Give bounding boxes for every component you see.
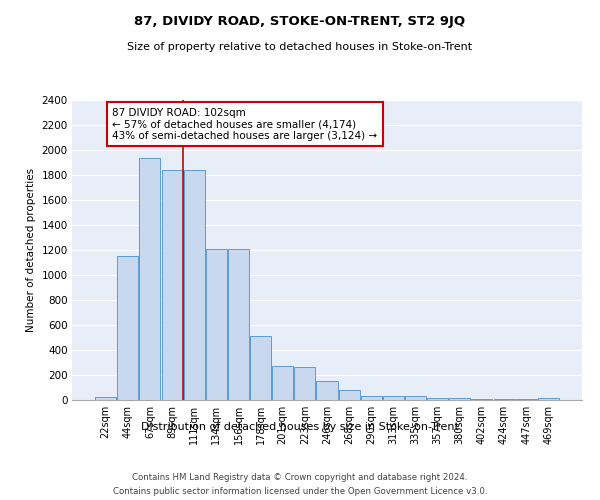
Bar (184, 170, 205, 400)
Bar (118, 256, 139, 400)
Bar (361, 396, 382, 400)
Y-axis label: Number of detached properties: Number of detached properties (26, 168, 36, 332)
Bar (161, 170, 182, 400)
Bar (427, 398, 448, 400)
Bar (405, 396, 426, 400)
Bar (538, 398, 559, 400)
Bar (250, 336, 271, 400)
Text: Distribution of detached houses by size in Stoke-on-Trent: Distribution of detached houses by size … (141, 422, 459, 432)
Bar (338, 390, 359, 400)
Text: 87 DIVIDY ROAD: 102sqm
← 57% of detached houses are smaller (4,174)
43% of semi-: 87 DIVIDY ROAD: 102sqm ← 57% of detached… (112, 108, 377, 140)
Bar (95, 397, 116, 400)
Bar (272, 366, 293, 400)
Bar (316, 381, 338, 400)
Bar (383, 396, 404, 400)
Text: Size of property relative to detached houses in Stoke-on-Trent: Size of property relative to detached ho… (127, 42, 473, 52)
Text: Contains public sector information licensed under the Open Government Licence v3: Contains public sector information licen… (113, 488, 487, 496)
Bar (295, 367, 316, 400)
Bar (472, 399, 493, 400)
Bar (206, 248, 227, 400)
Text: 87, DIVIDY ROAD, STOKE-ON-TRENT, ST2 9JQ: 87, DIVIDY ROAD, STOKE-ON-TRENT, ST2 9JQ (134, 15, 466, 28)
Bar (139, 158, 160, 400)
Bar (228, 248, 249, 400)
Bar (449, 398, 470, 400)
Text: Contains HM Land Registry data © Crown copyright and database right 2024.: Contains HM Land Registry data © Crown c… (132, 472, 468, 482)
